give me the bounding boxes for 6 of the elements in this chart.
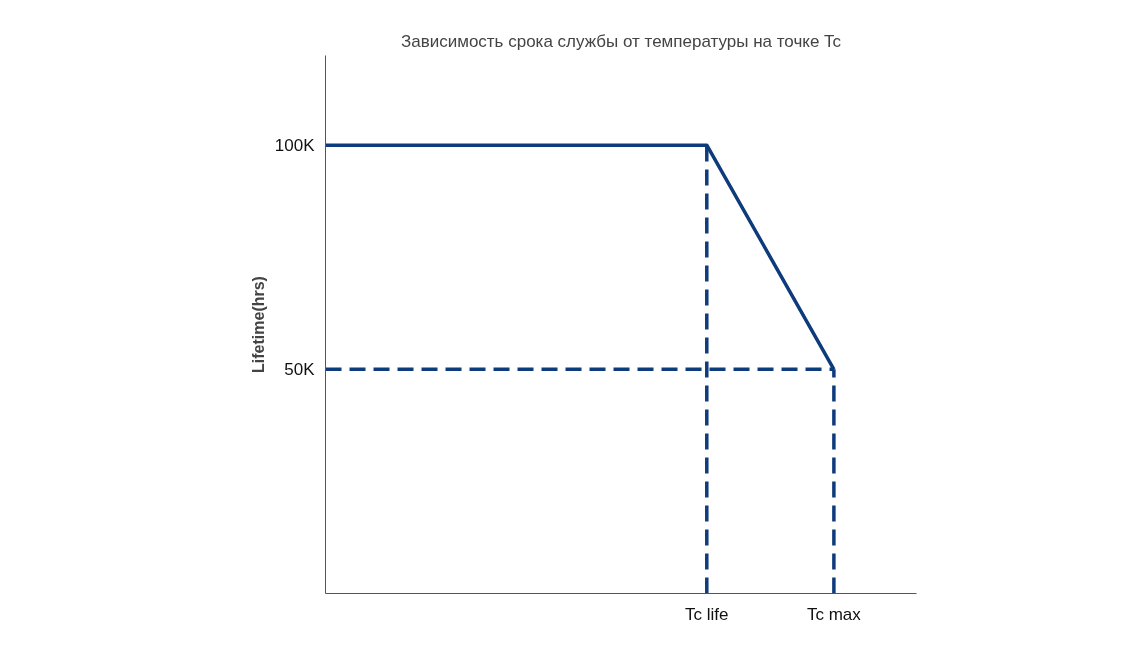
y-tick-label: 100K [274, 135, 316, 155]
y-tick-label: 50K [284, 359, 316, 379]
chart-title: Зависимость срока службы от температуры на точке Tc [400, 31, 842, 51]
y-axis-title: Lifetime(hrs) [249, 276, 267, 373]
x-tick-label: Tc life [685, 604, 729, 624]
x-tick-label: Tc max [806, 604, 862, 624]
